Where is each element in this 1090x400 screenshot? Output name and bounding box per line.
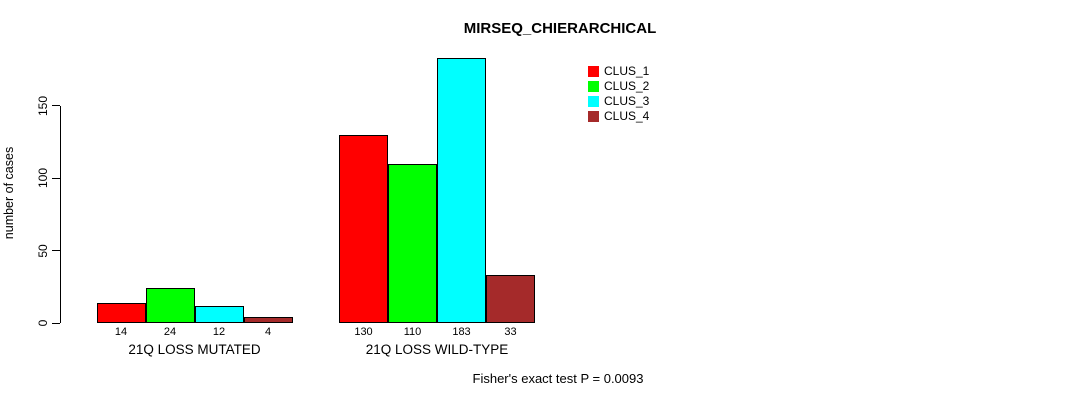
bar-clus_3 (194, 305, 244, 323)
legend-swatch-icon (588, 81, 599, 92)
y-axis-tick (52, 105, 60, 107)
bar-clus_3 (437, 58, 486, 323)
bar-clus_2 (145, 288, 195, 323)
legend-swatch-icon (588, 111, 599, 122)
y-axis-tick-label: 50 (36, 243, 50, 258)
legend-label: CLUS_2 (604, 79, 650, 93)
bar-clus_4 (243, 317, 293, 323)
legend-label: CLUS_3 (604, 94, 650, 108)
y-axis-tick-label: 150 (36, 95, 50, 116)
group-label: 21Q LOSS MUTATED (128, 342, 261, 357)
legend-label: CLUS_1 (604, 64, 650, 78)
group-label: 21Q LOSS WILD-TYPE (365, 342, 509, 357)
bar-value-label: 12 (212, 326, 226, 338)
y-axis-label: number of cases (2, 146, 16, 240)
legend-item: CLUS_1 (588, 64, 649, 79)
y-axis-line (60, 105, 61, 323)
legend-item: CLUS_2 (588, 79, 649, 94)
bar-value-label: 24 (163, 326, 177, 338)
bar-value-label: 130 (354, 326, 373, 338)
chart-title: MIRSEQ_CHIERARCHICAL (463, 20, 657, 37)
annotation-text: Fisher's exact test P = 0.0093 (472, 371, 644, 386)
legend-swatch-icon (588, 66, 599, 77)
y-axis-tick (52, 322, 60, 324)
bar-value-label: 110 (403, 326, 422, 338)
bar-value-label: 14 (114, 326, 128, 338)
bar-value-label: 33 (504, 326, 517, 338)
legend-swatch-icon (588, 96, 599, 107)
y-axis-tick (52, 177, 60, 179)
bar-clus_1 (96, 302, 146, 323)
bar-clus_2 (388, 163, 437, 323)
bar-value-label: 4 (264, 326, 272, 338)
legend-label: CLUS_4 (604, 109, 650, 123)
y-axis-tick (52, 250, 60, 252)
legend-item: CLUS_3 (588, 94, 649, 109)
legend-item: CLUS_4 (588, 109, 649, 124)
y-axis-tick-label: 0 (36, 319, 50, 327)
bar-clus_1 (339, 134, 388, 323)
bar-value-label: 183 (452, 326, 471, 338)
y-axis-tick-label: 100 (36, 168, 50, 189)
bar-clus_4 (486, 275, 535, 323)
